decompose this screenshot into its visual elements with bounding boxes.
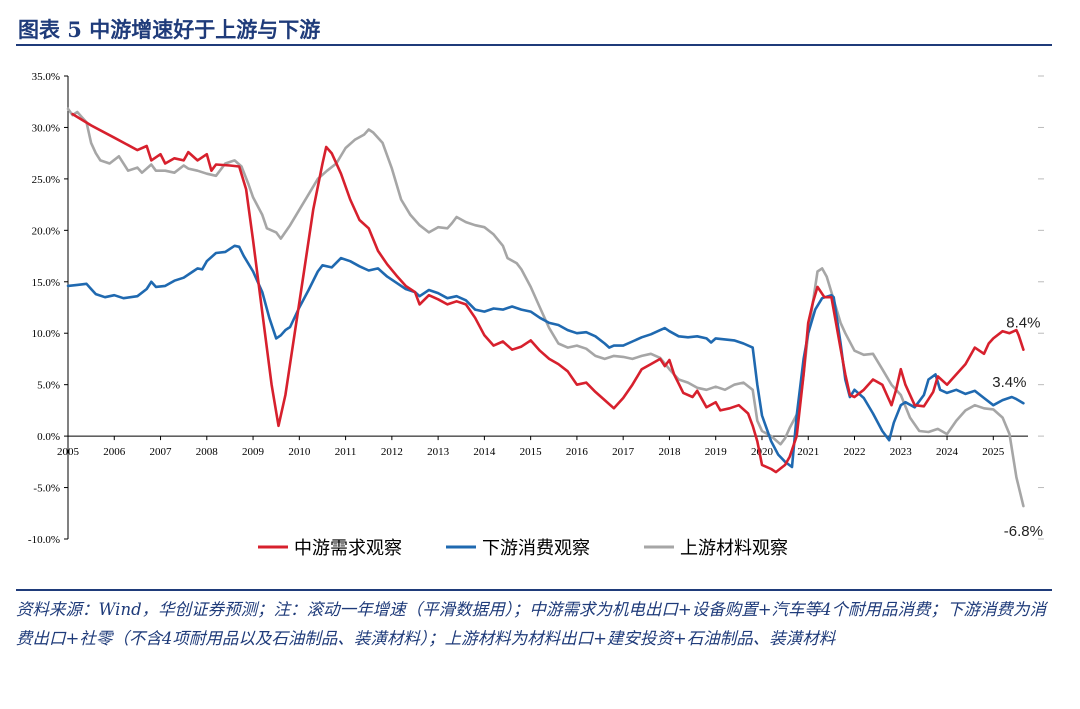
y-tick-label: 25.0% bbox=[32, 174, 60, 186]
chart-title: 图表 5 中游增速好于上游与下游 bbox=[18, 17, 321, 42]
downstream-consumption-line bbox=[66, 244, 1025, 469]
chart-legend: 中游需求观察 下游消费观察 上游材料观察 bbox=[258, 538, 788, 559]
x-tick-label: 2006 bbox=[103, 446, 126, 458]
footer-divider bbox=[16, 589, 1052, 591]
x-tick-label: 2016 bbox=[566, 446, 589, 458]
line-chart: -10.0% -5.0% 0.0% 5.0% 10.0% 15.0% 20.0% 25.0% 3… bbox=[28, 71, 1044, 559]
x-tick-label: 2010 bbox=[288, 446, 311, 458]
x-tick-label: 2017 bbox=[612, 446, 635, 458]
x-tick-label: 2019 bbox=[705, 446, 728, 458]
y-tick-label: 10.0% bbox=[32, 328, 60, 340]
chart-axes bbox=[64, 75, 1044, 540]
legend-upstream-label: 上游材料观察 bbox=[680, 538, 788, 559]
x-tick-label: 2012 bbox=[381, 446, 403, 458]
x-tick-label: 2008 bbox=[196, 446, 219, 458]
y-tick-label: 30.0% bbox=[32, 122, 60, 134]
legend-midstream-label: 中游需求观察 bbox=[294, 538, 402, 559]
legend-midstream: 中游需求观察 bbox=[258, 538, 402, 559]
y-axis-tick-labels: -10.0% -5.0% 0.0% 5.0% 10.0% 15.0% 20.0% 25.0% 3… bbox=[28, 71, 60, 546]
y-tick-label: 35.0% bbox=[32, 71, 60, 83]
series-lines bbox=[66, 107, 1025, 508]
x-tick-label: 2011 bbox=[335, 446, 357, 458]
y-tick-label: -5.0% bbox=[33, 483, 60, 495]
y-tick-label: 0.0% bbox=[37, 431, 60, 443]
annotation-downstream: 3.4% bbox=[992, 374, 1026, 391]
header-divider bbox=[16, 44, 1052, 46]
x-tick-label: 2023 bbox=[890, 446, 913, 458]
y-tick-label: -10.0% bbox=[28, 534, 60, 546]
x-tick-label: 2015 bbox=[520, 446, 543, 458]
end-value-annotations: 8.4% 3.4% -6.8% bbox=[992, 315, 1043, 540]
legend-downstream: 下游消费观察 bbox=[446, 538, 590, 559]
annotation-upstream: -6.8% bbox=[1004, 523, 1043, 540]
legend-upstream: 上游材料观察 bbox=[644, 538, 788, 559]
y-tick-label: 15.0% bbox=[32, 277, 60, 289]
x-tick-label: 2009 bbox=[242, 446, 265, 458]
midstream-demand-line bbox=[71, 112, 1025, 474]
source-note: 资料来源：Wind，华创证券预测；注：滚动一年增速（平滑数据用）；中游需求为机电… bbox=[16, 600, 1047, 648]
annotation-midstream: 8.4% bbox=[1006, 315, 1040, 332]
x-tick-label: 2025 bbox=[982, 446, 1005, 458]
x-tick-label: 2021 bbox=[797, 446, 819, 458]
upstream-materials-line bbox=[66, 107, 1025, 508]
chart-header: 图表 5 中游增速好于上游与下游 bbox=[16, 6, 1052, 46]
x-tick-label: 2013 bbox=[427, 446, 450, 458]
legend-downstream-label: 下游消费观察 bbox=[482, 538, 590, 559]
x-tick-label: 2024 bbox=[936, 446, 959, 458]
x-tick-label: 2022 bbox=[844, 446, 866, 458]
x-tick-label: 2014 bbox=[473, 446, 496, 458]
x-tick-label: 2018 bbox=[658, 446, 681, 458]
y-tick-label: 20.0% bbox=[32, 225, 60, 237]
x-axis-tick-labels: 2005 2006 2007 2008 2009 2010 2011 2012 2013 2014… bbox=[57, 446, 1005, 458]
x-tick-label: 2005 bbox=[57, 446, 80, 458]
x-tick-label: 2020 bbox=[751, 446, 774, 458]
x-tick-label: 2007 bbox=[150, 446, 173, 458]
y-tick-label: 5.0% bbox=[37, 380, 60, 392]
